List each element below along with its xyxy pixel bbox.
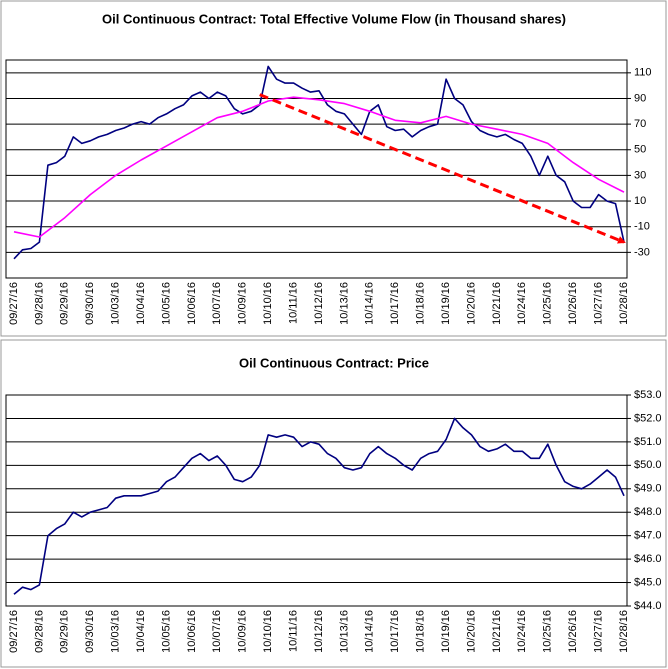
chart-title: Oil Continuous Contract: Total Effective… [102, 11, 566, 26]
x-tick-label: 10/06/16 [186, 282, 198, 325]
y-tick-label: 110 [634, 67, 652, 79]
x-tick-label: 10/24/16 [516, 282, 528, 325]
x-tick-label: 10/19/16 [440, 610, 452, 653]
x-tick-label: 10/25/16 [542, 610, 554, 653]
y-tick-label: $44.0 [634, 600, 662, 612]
x-tick-label: 10/17/16 [389, 282, 401, 325]
x-tick-label: 10/14/16 [364, 610, 376, 653]
y-tick-label: $50.0 [634, 459, 662, 471]
x-tick-label: 10/05/16 [160, 610, 172, 653]
x-tick-label: 10/28/16 [618, 610, 630, 653]
x-tick-label: 10/21/16 [491, 610, 503, 653]
x-tick-label: 10/19/16 [440, 282, 452, 325]
y-tick-label: 50 [634, 144, 646, 156]
y-tick-label: -30 [634, 246, 650, 258]
x-tick-label: 10/11/16 [287, 282, 299, 324]
x-tick-label: 10/17/16 [389, 610, 401, 653]
y-tick-label: 10 [634, 195, 646, 207]
x-tick-label: 10/26/16 [567, 610, 579, 653]
y-tick-label: $53.0 [634, 389, 662, 401]
x-tick-label: 10/25/16 [542, 282, 554, 325]
x-tick-label: 10/26/16 [567, 282, 579, 325]
y-tick-label: $51.0 [634, 436, 662, 448]
y-tick-label: 90 [634, 92, 646, 104]
x-tick-label: 10/03/16 [110, 282, 122, 325]
chart-panel [0, 0, 667, 337]
x-tick-label: 10/13/16 [338, 610, 350, 653]
x-tick-label: 10/21/16 [491, 282, 503, 325]
x-tick-label: 10/09/16 [237, 610, 249, 653]
series-line [13, 96, 625, 238]
x-tick-label: 10/05/16 [160, 282, 172, 325]
x-tick-label: 10/07/16 [211, 282, 223, 325]
series-line [13, 65, 625, 260]
x-tick-label: 10/20/16 [465, 282, 477, 325]
x-tick-label: 10/27/16 [592, 610, 604, 653]
x-tick-label: 10/06/16 [186, 610, 198, 653]
x-tick-label: 10/10/16 [262, 610, 274, 653]
x-tick-label: 10/04/16 [135, 610, 147, 653]
x-tick-label: 10/04/16 [135, 282, 147, 325]
y-tick-label: $45.0 [634, 576, 662, 588]
x-tick-label: 10/27/16 [592, 282, 604, 325]
x-tick-label: 09/29/16 [59, 282, 71, 325]
x-tick-label: 09/30/16 [84, 282, 96, 325]
x-tick-label: 10/24/16 [516, 610, 528, 653]
x-tick-label: 09/28/16 [33, 282, 45, 325]
x-tick-label: 09/29/16 [59, 610, 71, 653]
x-tick-label: 10/18/16 [415, 610, 427, 653]
y-tick-label: $52.0 [634, 412, 662, 424]
chart-title: Oil Continuous Contract: Price [239, 355, 429, 370]
plot-area [5, 394, 628, 607]
x-tick-label: 09/27/16 [8, 610, 20, 653]
x-tick-label: 09/28/16 [33, 610, 45, 653]
x-tick-label: 10/12/16 [313, 282, 325, 325]
x-tick-label: 10/12/16 [313, 610, 325, 653]
y-tick-label: $48.0 [634, 506, 662, 518]
x-tick-label: 10/07/16 [211, 610, 223, 653]
x-tick-label: 09/27/16 [8, 282, 20, 325]
series-line [13, 417, 625, 595]
plot-area [5, 59, 628, 279]
x-tick-label: 10/28/16 [618, 282, 630, 325]
x-tick-label: 10/14/16 [364, 282, 376, 325]
y-tick-label: 70 [634, 118, 646, 130]
x-tick-label: 10/20/16 [465, 610, 477, 653]
x-tick-label: 10/11/16 [287, 610, 299, 652]
trend-line [259, 93, 626, 244]
x-tick-label: 10/09/16 [237, 282, 249, 325]
y-tick-label: $49.0 [634, 483, 662, 495]
x-tick-label: 10/13/16 [338, 282, 350, 325]
x-tick-label: 10/18/16 [415, 282, 427, 325]
y-tick-label: $46.0 [634, 553, 662, 565]
x-tick-label: 10/03/16 [110, 610, 122, 653]
x-tick-label: 09/30/16 [84, 610, 96, 653]
y-tick-label: -10 [634, 221, 650, 233]
x-tick-label: 10/10/16 [262, 282, 274, 325]
y-tick-label: $47.0 [634, 530, 662, 542]
y-tick-label: 30 [634, 169, 646, 181]
